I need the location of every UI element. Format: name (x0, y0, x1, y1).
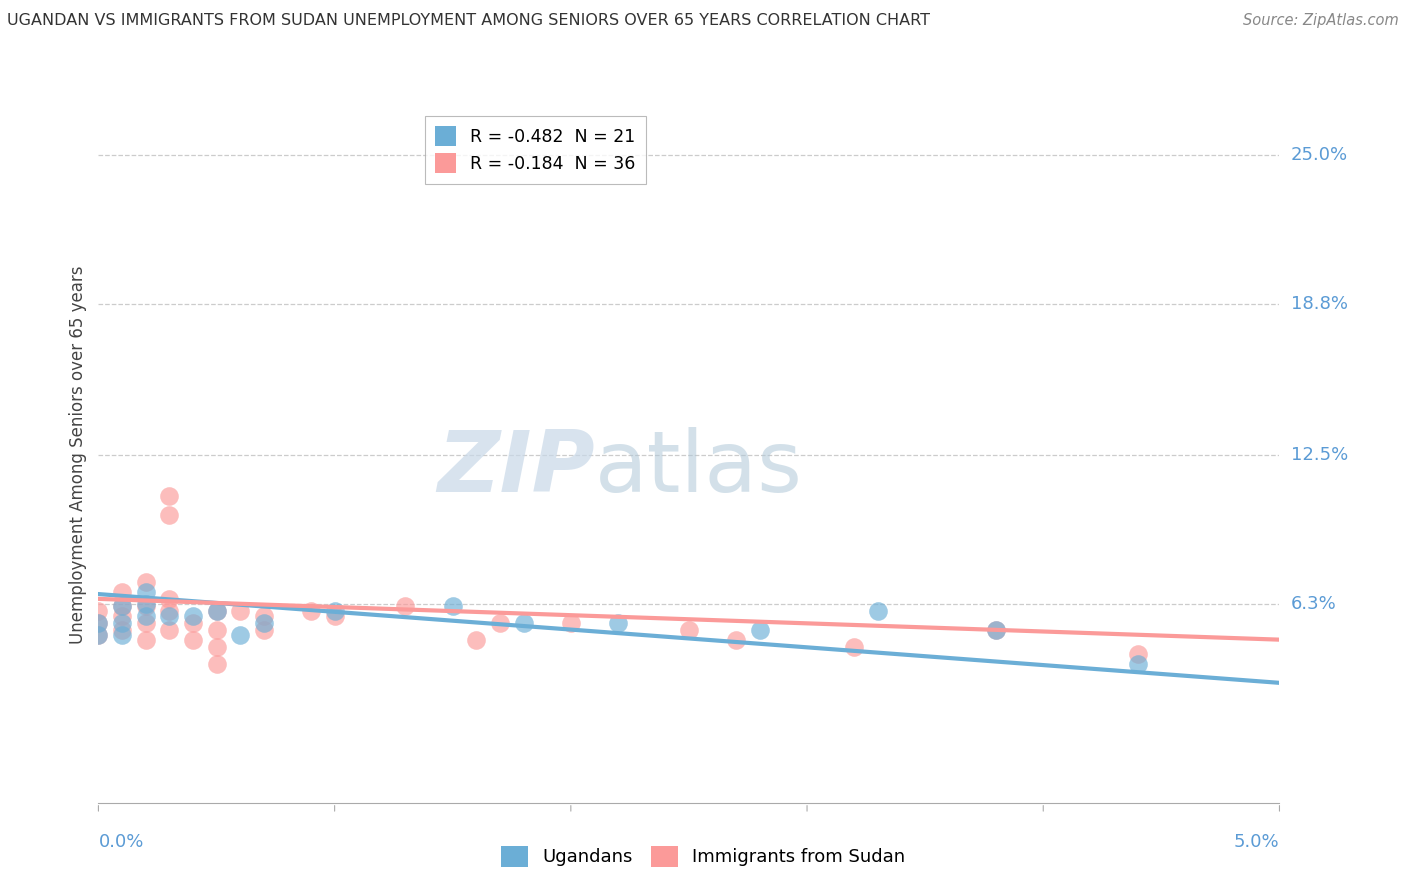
Point (441, 599, 464, 613)
Point (157, 508, 180, 522)
Point (465, 632, 488, 647)
Point (205, 604, 228, 618)
Point (157, 591, 180, 606)
Point (984, 623, 1007, 637)
Point (323, 608, 346, 623)
Point (111, 628, 134, 642)
Point (157, 489, 180, 503)
Point (1126, 657, 1149, 671)
Point (205, 657, 228, 671)
Text: UGANDAN VS IMMIGRANTS FROM SUDAN UNEMPLOYMENT AMONG SENIORS OVER 65 YEARS CORREL: UGANDAN VS IMMIGRANTS FROM SUDAN UNEMPLO… (7, 13, 929, 29)
Point (748, 623, 770, 637)
Text: Source: ZipAtlas.com: Source: ZipAtlas.com (1243, 13, 1399, 29)
Point (560, 615, 582, 630)
Point (87, 604, 110, 618)
Point (181, 615, 204, 630)
Text: 25.0%: 25.0% (1291, 146, 1348, 164)
Point (512, 615, 534, 630)
Point (844, 640, 866, 654)
Point (87, 615, 110, 630)
Point (87, 628, 110, 642)
Point (489, 615, 512, 630)
Point (111, 599, 134, 613)
Point (323, 604, 346, 618)
Point (607, 615, 630, 630)
Point (181, 632, 204, 647)
Point (253, 615, 276, 630)
Point (135, 599, 157, 613)
Point (87, 615, 110, 630)
Text: 5.0%: 5.0% (1234, 833, 1279, 851)
Y-axis label: Unemployment Among Seniors over 65 years: Unemployment Among Seniors over 65 years (69, 266, 87, 644)
Point (984, 623, 1007, 637)
Point (205, 623, 228, 637)
Point (111, 615, 134, 630)
Point (205, 604, 228, 618)
Point (111, 623, 134, 637)
Text: atlas: atlas (595, 427, 803, 510)
Point (253, 623, 276, 637)
Point (229, 604, 252, 618)
Text: 0.0%: 0.0% (98, 833, 143, 851)
Legend: Ugandans, Immigrants from Sudan: Ugandans, Immigrants from Sudan (494, 838, 912, 874)
Text: 18.8%: 18.8% (1291, 294, 1347, 313)
Point (181, 608, 204, 623)
Point (157, 604, 180, 618)
Point (157, 608, 180, 623)
Point (157, 623, 180, 637)
Point (205, 640, 228, 654)
Point (135, 597, 157, 611)
Point (866, 604, 889, 618)
Point (135, 575, 157, 590)
Point (111, 599, 134, 613)
Point (229, 628, 252, 642)
Text: 12.5%: 12.5% (1291, 446, 1348, 464)
Point (253, 608, 276, 623)
Point (725, 632, 748, 647)
Point (1126, 647, 1149, 661)
Text: 6.3%: 6.3% (1291, 595, 1336, 613)
Legend: R = -0.482  N = 21, R = -0.184  N = 36: R = -0.482 N = 21, R = -0.184 N = 36 (425, 116, 645, 184)
Point (111, 608, 134, 623)
Point (135, 584, 157, 599)
Point (394, 599, 416, 613)
Point (678, 623, 700, 637)
Point (135, 632, 157, 647)
Point (135, 608, 157, 623)
Point (135, 615, 157, 630)
Text: ZIP: ZIP (437, 427, 595, 510)
Point (87, 628, 110, 642)
Point (111, 584, 134, 599)
Point (299, 604, 322, 618)
